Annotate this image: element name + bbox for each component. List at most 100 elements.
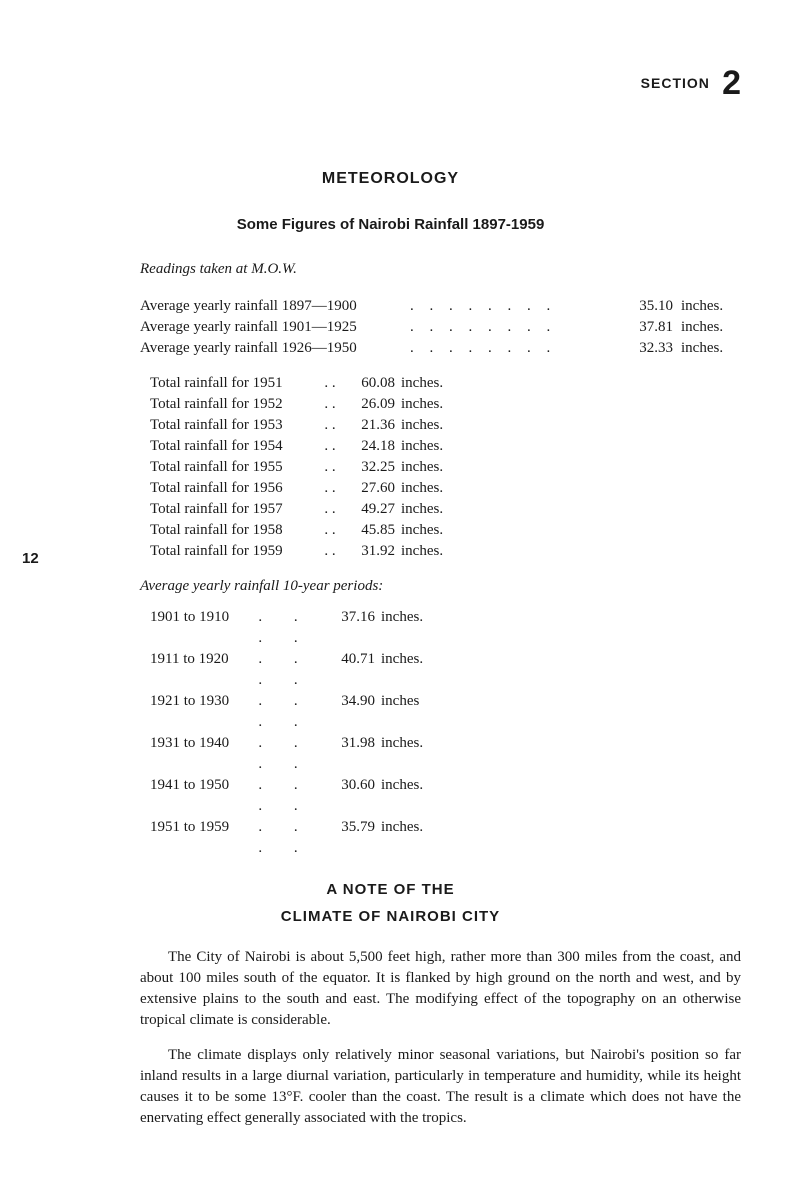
total-label: Total rainfall for 1958 [150, 520, 320, 541]
periods-block: 1901 to 1910. . . .37.16inches. 1911 to … [150, 607, 741, 859]
total-row: Total rainfall for 1953. .21.36inches. [150, 415, 741, 436]
period-value: 31.98 [320, 733, 375, 775]
total-value: 60.08 [340, 373, 395, 394]
total-row: Total rainfall for 1958. .45.85inches. [150, 520, 741, 541]
period-row: 1911 to 1920. . . .40.71inches. [150, 649, 741, 691]
avg-value: 37.81 [623, 317, 673, 338]
leader-dots: . . . . [250, 817, 320, 859]
leader-dots: . . . . . . . . [410, 338, 623, 359]
readings-taken: Readings taken at M.O.W. [140, 259, 741, 280]
avg-row: Average yearly rainfall 1897—1900 . . . … [140, 296, 741, 317]
total-unit: inches. [395, 541, 443, 562]
total-value: 49.27 [340, 499, 395, 520]
section-number: 2 [722, 64, 741, 102]
period-value: 35.79 [320, 817, 375, 859]
total-unit: inches. [395, 457, 443, 478]
total-label: Total rainfall for 1959 [150, 541, 320, 562]
total-value: 45.85 [340, 520, 395, 541]
total-unit: inches. [395, 499, 443, 520]
total-unit: inches. [395, 520, 443, 541]
total-row: Total rainfall for 1954. .24.18inches. [150, 436, 741, 457]
period-row: 1951 to 1959. . . .35.79inches. [150, 817, 741, 859]
avg-row: Average yearly rainfall 1901—1925 . . . … [140, 317, 741, 338]
title-subtitle: Some Figures of Nairobi Rainfall 1897-19… [40, 214, 741, 235]
total-label: Total rainfall for 1952 [150, 394, 320, 415]
total-row: Total rainfall for 1957. .49.27inches. [150, 499, 741, 520]
period-row: 1931 to 1940. . . .31.98inches. [150, 733, 741, 775]
period-row: 1901 to 1910. . . .37.16inches. [150, 607, 741, 649]
total-row: Total rainfall for 1956. .27.60inches. [150, 478, 741, 499]
totals-block: Total rainfall for 1951. .60.08inches. T… [150, 373, 741, 562]
page-number: 12 [22, 548, 39, 569]
title-meteorology: METEOROLOGY [40, 168, 741, 190]
note-title-line1: A NOTE OF THE [40, 879, 741, 900]
period-row: 1921 to 1930. . . .34.90inches [150, 691, 741, 733]
total-row: Total rainfall for 1955. .32.25inches. [150, 457, 741, 478]
total-value: 27.60 [340, 478, 395, 499]
paragraph-2: The climate displays only relatively min… [140, 1045, 741, 1129]
period-unit: inches. [375, 817, 423, 859]
period-label: 1911 to 1920 [150, 649, 250, 691]
leader-dots: . . . . [250, 607, 320, 649]
period-value: 34.90 [320, 691, 375, 733]
avg-label: Average yearly rainfall 1926—1950 [140, 338, 410, 359]
period-label: 1921 to 1930 [150, 691, 250, 733]
total-unit: inches. [395, 394, 443, 415]
leader-dots: . . [320, 457, 340, 478]
leader-dots: . . [320, 415, 340, 436]
total-value: 21.36 [340, 415, 395, 436]
period-label: 1951 to 1959 [150, 817, 250, 859]
total-row: Total rainfall for 1952. .26.09inches. [150, 394, 741, 415]
period-value: 30.60 [320, 775, 375, 817]
paragraph-1: The City of Nairobi is about 5,500 feet … [140, 947, 741, 1031]
periods-heading: Average yearly rainfall 10-year periods: [140, 576, 741, 597]
leader-dots: . . . . [250, 649, 320, 691]
total-unit: inches. [395, 373, 443, 394]
total-label: Total rainfall for 1954 [150, 436, 320, 457]
total-unit: inches. [395, 436, 443, 457]
leader-dots: . . [320, 478, 340, 499]
leader-dots: . . . . . . . . [410, 317, 623, 338]
total-value: 32.25 [340, 457, 395, 478]
leader-dots: . . . . [250, 691, 320, 733]
period-label: 1901 to 1910 [150, 607, 250, 649]
avg-row: Average yearly rainfall 1926—1950 . . . … [140, 338, 741, 359]
total-row: Total rainfall for 1959. .31.92inches. [150, 541, 741, 562]
total-row: Total rainfall for 1951. .60.08inches. [150, 373, 741, 394]
leader-dots: . . . . . . . . [410, 296, 623, 317]
total-value: 24.18 [340, 436, 395, 457]
leader-dots: . . [320, 520, 340, 541]
averages-block: Average yearly rainfall 1897—1900 . . . … [140, 296, 741, 359]
period-value: 37.16 [320, 607, 375, 649]
avg-value: 35.10 [623, 296, 673, 317]
total-label: Total rainfall for 1957 [150, 499, 320, 520]
avg-unit: inches. [673, 317, 741, 338]
section-label: SECTION [641, 75, 710, 91]
period-label: 1941 to 1950 [150, 775, 250, 817]
leader-dots: . . . . [250, 775, 320, 817]
period-unit: inches. [375, 649, 423, 691]
total-value: 26.09 [340, 394, 395, 415]
period-value: 40.71 [320, 649, 375, 691]
period-label: 1931 to 1940 [150, 733, 250, 775]
period-unit: inches. [375, 607, 423, 649]
leader-dots: . . [320, 394, 340, 415]
avg-value: 32.33 [623, 338, 673, 359]
total-unit: inches. [395, 415, 443, 436]
period-row: 1941 to 1950. . . .30.60inches. [150, 775, 741, 817]
total-unit: inches. [395, 478, 443, 499]
leader-dots: . . [320, 541, 340, 562]
leader-dots: . . [320, 499, 340, 520]
section-header: SECTION 2 [40, 60, 741, 108]
period-unit: inches [375, 691, 419, 733]
total-label: Total rainfall for 1951 [150, 373, 320, 394]
total-label: Total rainfall for 1955 [150, 457, 320, 478]
period-unit: inches. [375, 733, 423, 775]
note-title-line2: CLIMATE OF NAIROBI CITY [40, 906, 741, 927]
leader-dots: . . [320, 436, 340, 457]
period-unit: inches. [375, 775, 423, 817]
leader-dots: . . . . [250, 733, 320, 775]
avg-label: Average yearly rainfall 1897—1900 [140, 296, 410, 317]
total-label: Total rainfall for 1953 [150, 415, 320, 436]
total-label: Total rainfall for 1956 [150, 478, 320, 499]
